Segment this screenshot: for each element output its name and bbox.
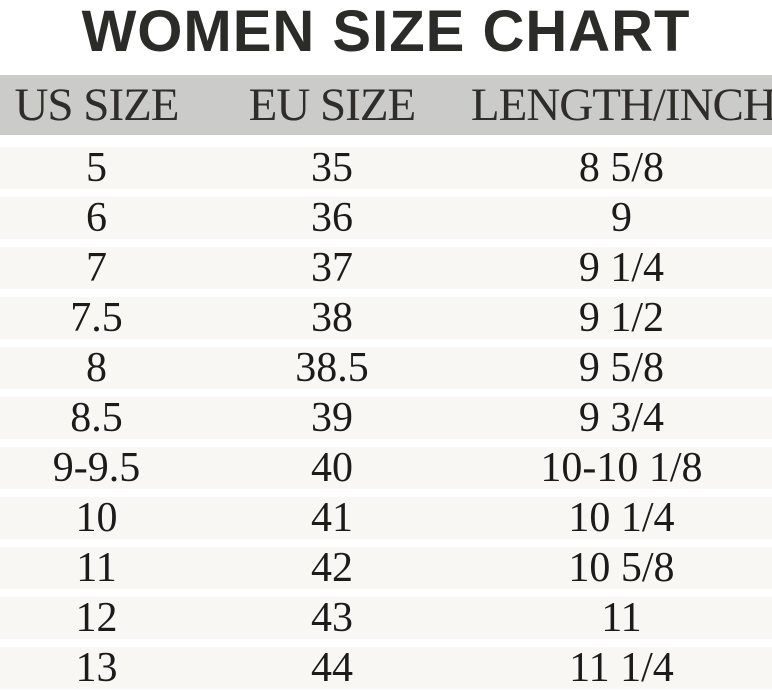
table-row: 11 42 10 5/8 [0, 547, 772, 589]
eu-size-cell: 36 [310, 195, 353, 241]
table-row: 8 38.5 9 5/8 [0, 347, 772, 389]
eu-size-cell: 44 [310, 645, 353, 691]
us-size-cell: 5 [86, 145, 107, 191]
table-header-row: US SIZE EU SIZE LENGTH/INCH [0, 75, 772, 135]
table-row: 7 37 9 1/4 [0, 247, 772, 289]
length-cell: 10 1/4 [568, 495, 675, 541]
table-row: 5 35 8 5/8 [0, 147, 772, 189]
us-size-cell: 10 [75, 495, 118, 541]
length-cell: 11 [601, 595, 642, 641]
eu-size-cell: 37 [310, 245, 353, 291]
table-row: 8.5 39 9 3/4 [0, 397, 772, 439]
size-table: US SIZE EU SIZE LENGTH/INCH 5 35 8 5/8 6… [0, 75, 772, 689]
eu-size-cell: 38.5 [295, 345, 369, 391]
length-cell: 10-10 1/8 [540, 445, 703, 491]
eu-size-cell: 43 [310, 595, 353, 641]
us-size-cell: 9-9.5 [52, 445, 141, 491]
us-size-cell: 8.5 [70, 395, 123, 441]
us-size-cell: 6 [86, 195, 107, 241]
us-size-cell: 12 [75, 595, 118, 641]
header-cell-us-size: US SIZE [14, 78, 179, 131]
table-row: 12 43 11 [0, 597, 772, 639]
length-cell: 9 1/4 [578, 245, 665, 291]
eu-size-cell: 40 [310, 445, 353, 491]
table-body: 5 35 8 5/8 6 36 9 7 37 9 1/4 7.5 38 9 1/… [0, 147, 772, 689]
length-cell: 9 1/2 [578, 295, 665, 341]
eu-size-cell: 42 [310, 545, 353, 591]
eu-size-cell: 35 [310, 145, 353, 191]
eu-size-cell: 38 [310, 295, 353, 341]
length-cell: 11 1/4 [569, 645, 674, 691]
table-row: 7.5 38 9 1/2 [0, 297, 772, 339]
length-cell: 9 [610, 195, 632, 241]
table-row: 6 36 9 [0, 197, 772, 239]
length-cell: 10 5/8 [568, 545, 675, 591]
us-size-cell: 8 [86, 345, 107, 391]
header-cell-length-inch: LENGTH/INCH [470, 78, 772, 131]
us-size-cell: 7 [86, 245, 107, 291]
eu-size-cell: 39 [310, 395, 353, 441]
us-size-cell: 13 [75, 645, 118, 691]
table-row: 9-9.5 40 10-10 1/8 [0, 447, 772, 489]
eu-size-cell: 41 [310, 495, 353, 541]
length-cell: 9 3/4 [578, 395, 665, 441]
header-cell-eu-size: EU SIZE [248, 78, 417, 131]
table-row: 10 41 10 1/4 [0, 497, 772, 539]
page-title: WOMEN SIZE CHART [81, 0, 691, 64]
length-cell: 8 5/8 [578, 145, 665, 191]
us-size-cell: 11 [76, 545, 117, 591]
us-size-cell: 7.5 [70, 295, 123, 341]
length-cell: 9 5/8 [578, 345, 665, 391]
table-row: 13 44 11 1/4 [0, 647, 772, 689]
